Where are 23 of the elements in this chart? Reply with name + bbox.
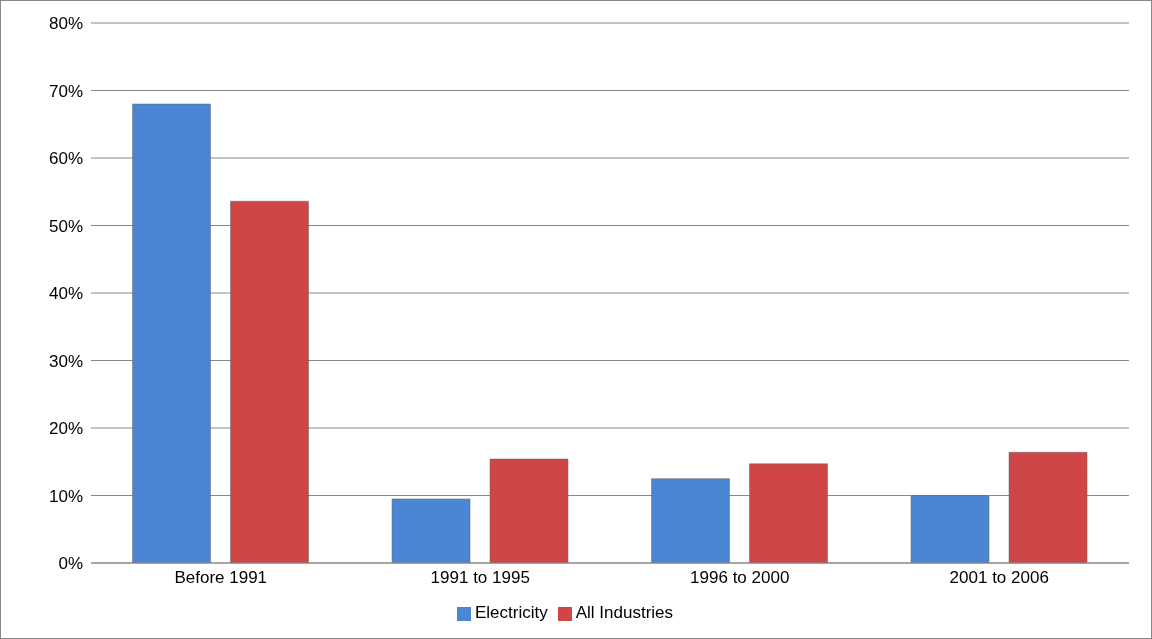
y-tick-label: 30% bbox=[48, 351, 83, 371]
x-tick-label: 1996 to 2000 bbox=[690, 568, 790, 588]
bar bbox=[910, 495, 990, 563]
bar bbox=[1008, 452, 1088, 563]
bar bbox=[489, 458, 569, 563]
bar bbox=[132, 103, 211, 563]
y-tick-label: 20% bbox=[48, 419, 83, 439]
bar bbox=[391, 498, 471, 563]
y-tick-label: 0% bbox=[58, 554, 83, 574]
y-tick-label: 60% bbox=[48, 149, 83, 169]
bar bbox=[651, 478, 730, 563]
bar bbox=[749, 463, 828, 563]
legend-label: All Industries bbox=[575, 603, 674, 622]
x-tick-label: 1991 to 1995 bbox=[430, 568, 530, 588]
y-tick-label: 80% bbox=[48, 14, 83, 34]
y-tick-label: 50% bbox=[48, 216, 83, 236]
y-tick-label: 40% bbox=[48, 284, 83, 304]
legend-label: Electricity bbox=[474, 603, 548, 622]
bar bbox=[230, 200, 309, 563]
x-tick-label: Before 1991 bbox=[174, 568, 268, 588]
y-tick-label: 10% bbox=[48, 486, 83, 506]
y-tick-label: 70% bbox=[48, 81, 83, 101]
x-tick-label: 2001 to 2006 bbox=[949, 568, 1049, 588]
